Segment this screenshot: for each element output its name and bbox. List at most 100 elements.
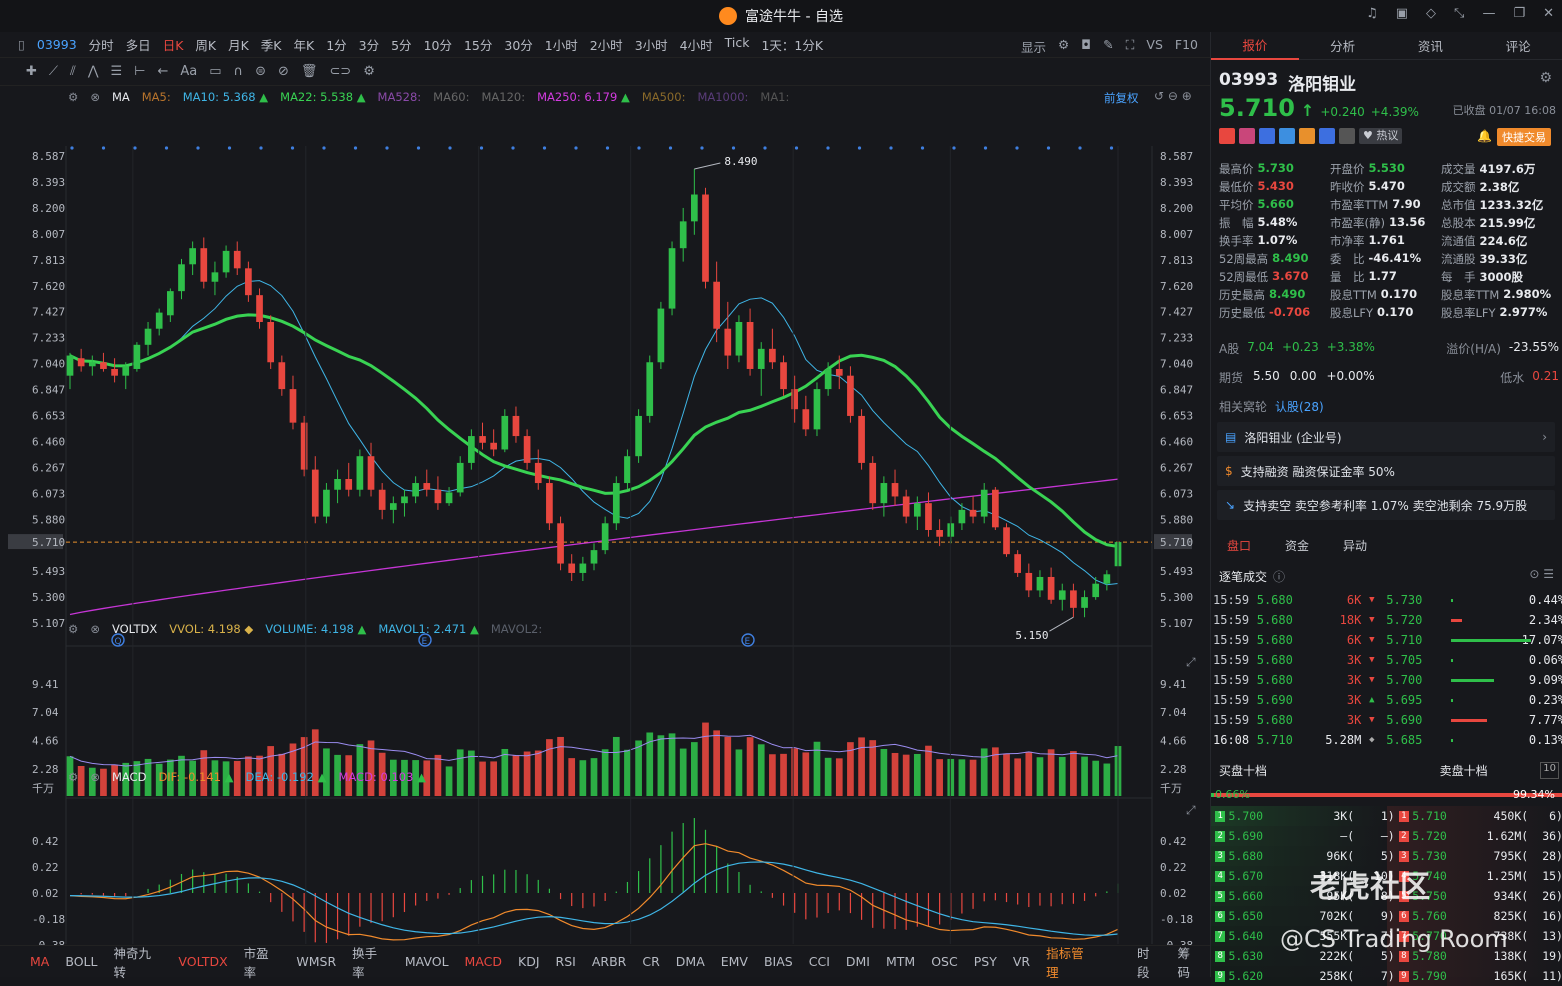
- settings-icon[interactable]: ⚙: [1058, 37, 1070, 52]
- option-badge-icon[interactable]: [1299, 128, 1315, 144]
- layout-icon[interactable]: ▯: [18, 37, 25, 52]
- panel-controls-icon[interactable]: ↺ ⊖ ⊕: [1154, 89, 1192, 103]
- orderbook-row[interactable]: 3 5.680 96K(5) 3 5.730 795K(28): [1211, 846, 1562, 866]
- period-13[interactable]: 1小时: [544, 38, 578, 53]
- short-sell-row[interactable]: ↘ 支持卖空 卖空参考利率 1.07% 卖空池剩余 75.9万股: [1217, 490, 1555, 520]
- indicator-tab-2[interactable]: 神奇九转: [113, 945, 151, 980]
- display-button[interactable]: 显示: [1021, 40, 1047, 55]
- orderbook-row[interactable]: 8 5.630 222K(5) 8 5.780 138K(19): [1211, 946, 1562, 966]
- orderbook-row[interactable]: 5 5.660 95K(8) 5 5.750 934K(26): [1211, 886, 1562, 906]
- orderbook-row[interactable]: 7 5.640 555K(7) 7 5.770 738K(13): [1211, 926, 1562, 946]
- headset-icon[interactable]: ♫: [1366, 6, 1378, 21]
- tag-badge-icon[interactable]: [1319, 128, 1335, 144]
- orderbook-row[interactable]: 6 5.650 702K(9) 6 5.760 825K(16): [1211, 906, 1562, 926]
- vs-button[interactable]: VS: [1146, 37, 1163, 52]
- restore-icon[interactable]: ❐: [1513, 6, 1526, 21]
- tab-quote[interactable]: 报价: [1211, 32, 1299, 60]
- tab-movement[interactable]: 异动: [1343, 539, 1368, 553]
- ticks-menu-icon[interactable]: ⊙ ☰: [1529, 567, 1554, 581]
- doc-badge-icon[interactable]: [1339, 128, 1355, 144]
- period-5[interactable]: 季K: [260, 38, 282, 53]
- period-10[interactable]: 10分: [423, 38, 452, 53]
- levels-toggle[interactable]: 10: [1540, 762, 1559, 779]
- arrow-tool-icon[interactable]: ←: [157, 64, 169, 79]
- indicator-tab-19[interactable]: OSC: [931, 954, 958, 969]
- indicator-tab-21[interactable]: VR: [1012, 954, 1031, 969]
- indicator-tab-18[interactable]: MTM: [886, 954, 916, 969]
- period-9[interactable]: 5分: [391, 38, 412, 53]
- period-15[interactable]: 3小时: [634, 38, 668, 53]
- period-16[interactable]: 4小时: [679, 38, 713, 53]
- tab-analysis[interactable]: 分析: [1330, 39, 1356, 54]
- indicator-tab-1[interactable]: BOLL: [65, 954, 98, 969]
- hide-icon[interactable]: ⊘: [277, 64, 289, 79]
- quick-trade-button[interactable]: 快捷交易: [1497, 128, 1551, 146]
- drawing-settings-icon[interactable]: ⚙: [363, 64, 375, 79]
- indicator-tab-9[interactable]: KDJ: [518, 954, 540, 969]
- bell-icon[interactable]: 🔔: [1477, 129, 1492, 143]
- text-tool-icon[interactable]: Aa: [180, 64, 198, 79]
- indicator-tab-24[interactable]: 筹码: [1177, 945, 1191, 980]
- indicator-tab-6[interactable]: 换手率: [352, 945, 378, 980]
- measure-tool-icon[interactable]: ⊢: [134, 64, 146, 79]
- indicator-tab-7[interactable]: MAVOL: [404, 954, 449, 969]
- indicator-tab-14[interactable]: EMV: [720, 954, 748, 969]
- orderbook-row[interactable]: 4 5.670 318K(10) 4 5.740 1.25M(15): [1211, 866, 1562, 886]
- period-11[interactable]: 15分: [463, 38, 493, 53]
- indicator-tab-5[interactable]: WMSR: [296, 954, 337, 969]
- tab-orderbook[interactable]: 盘口: [1227, 539, 1252, 553]
- indicator-tab-3[interactable]: VOLTDX: [178, 954, 228, 969]
- channel-tool-icon[interactable]: ⫽: [70, 64, 76, 79]
- orderbook-row[interactable]: 2 5.690 —(—) 2 5.720 1.62M(36): [1211, 826, 1562, 846]
- indicator-tab-22[interactable]: 指标管理: [1046, 945, 1084, 980]
- macd-close-icon[interactable]: ⊗: [90, 770, 100, 784]
- lock-icon[interactable]: ⊜: [255, 64, 266, 79]
- dollar-badge-icon[interactable]: [1279, 128, 1295, 144]
- f10-button[interactable]: F10: [1174, 37, 1198, 52]
- legend-settings-icon[interactable]: ⚙: [68, 90, 79, 104]
- period-12[interactable]: 30分: [504, 38, 533, 53]
- indicator-tab-20[interactable]: PSY: [973, 954, 997, 969]
- indicator-tab-15[interactable]: BIAS: [763, 954, 793, 969]
- period-14[interactable]: 2小时: [589, 38, 623, 53]
- orderbook-row[interactable]: 1 5.700 3K(1) 1 5.710 450K(6): [1211, 806, 1562, 826]
- period-1[interactable]: 多日: [125, 38, 151, 53]
- indicator-tab-13[interactable]: DMA: [675, 954, 705, 969]
- crosshair-icon[interactable]: ✚: [26, 64, 37, 79]
- shrink-icon[interactable]: ⤡: [1454, 6, 1465, 21]
- indicator-tab-4[interactable]: 市盈率: [243, 945, 269, 980]
- bag-icon[interactable]: ▣: [1395, 6, 1409, 21]
- period-6[interactable]: 年K: [293, 38, 315, 53]
- hk-badge-icon[interactable]: [1219, 128, 1235, 144]
- line-tool-icon[interactable]: ⟋: [48, 64, 59, 79]
- indicator-tab-10[interactable]: RSI: [555, 954, 576, 969]
- magnet-icon[interactable]: ∩: [233, 64, 244, 79]
- camera-icon[interactable]: ◘: [1081, 37, 1092, 52]
- indicator-tab-16[interactable]: CCI: [808, 954, 830, 969]
- period-2[interactable]: 日K: [162, 38, 184, 53]
- indicator-tab-0[interactable]: MA: [30, 954, 50, 969]
- pen-icon[interactable]: ✎: [1103, 37, 1114, 52]
- tab-comments[interactable]: 评论: [1505, 39, 1531, 54]
- wave-tool-icon[interactable]: ⋀: [87, 64, 99, 79]
- vol-close-icon[interactable]: ⊗: [90, 622, 100, 636]
- period-17[interactable]: Tick: [724, 35, 750, 50]
- period-4[interactable]: 月K: [228, 38, 249, 53]
- chart-svg[interactable]: 8.587 8.587 8.393 8.393 8.200 8.200 8.007 8.007…: [0, 86, 1210, 946]
- tab-news[interactable]: 资讯: [1417, 39, 1443, 54]
- adjust-mode-button[interactable]: 前复权: [1104, 91, 1139, 105]
- orderbook-row[interactable]: 9 5.620 258K(7) 9 5.790 165K(11): [1211, 966, 1562, 986]
- period-18[interactable]: 1天：1分K: [761, 38, 824, 53]
- shirt-icon[interactable]: ◇: [1426, 6, 1437, 21]
- tab-capital[interactable]: 资金: [1285, 539, 1310, 553]
- period-7[interactable]: 1分: [326, 38, 347, 53]
- hot-discussion-badge[interactable]: ♥ 热议: [1359, 128, 1403, 144]
- connect-badge-icon[interactable]: [1259, 128, 1275, 144]
- stock-code[interactable]: 03993: [36, 37, 77, 52]
- fullscreen-icon[interactable]: ⛶: [1125, 37, 1135, 52]
- period-0[interactable]: 分时: [88, 38, 114, 53]
- quote-settings-icon[interactable]: ⚙: [1539, 70, 1552, 86]
- link-icon[interactable]: ⊂⊃: [329, 64, 352, 79]
- enterprise-account-row[interactable]: ▤ 洛阳钼业 (企业号) ›: [1217, 422, 1555, 452]
- indicator-tab-17[interactable]: DMI: [845, 954, 870, 969]
